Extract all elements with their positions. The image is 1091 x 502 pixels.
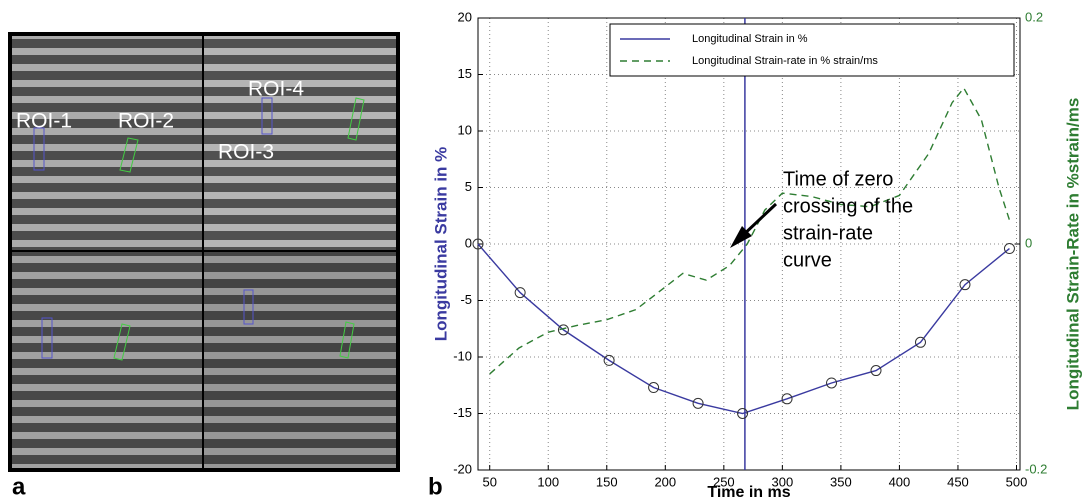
marker: [692, 397, 704, 409]
legend-label: Longitudinal Strain-rate in % strain/ms: [692, 55, 878, 67]
marker: [603, 354, 615, 366]
roi-label: ROI-2: [118, 110, 174, 133]
x-tick-label: 250: [713, 474, 735, 489]
y-tick-label: -5: [460, 292, 472, 307]
y-tick-label: -10: [453, 348, 472, 363]
x-tick-label: 200: [654, 474, 676, 489]
annotation: Time of zero: [783, 168, 893, 190]
series-line: [489, 86, 1012, 375]
y-tick-label: 20: [458, 9, 472, 24]
legend-box: [609, 23, 1015, 77]
marker: [472, 238, 484, 250]
marker: [737, 408, 749, 419]
annotation: strain-rate: [783, 222, 873, 244]
marker: [514, 287, 526, 299]
roi-label: ROI-4: [248, 78, 304, 101]
roi-label: ROI-1: [16, 110, 72, 133]
legend-label: Longitudinal Strain in %: [692, 33, 808, 45]
roi-box: [119, 137, 139, 173]
y-tick-label: 0: [465, 235, 472, 250]
image-quadrant: [12, 252, 202, 468]
marker: [1003, 243, 1015, 255]
image-panel: ROI-1 ROI-2 ROI-3 ROI-4: [8, 32, 400, 472]
y-axis-title: Longitudinal Strain in %: [431, 147, 450, 342]
roi-box: [113, 323, 131, 361]
x-tick-label: 450: [947, 474, 969, 489]
annotation: crossing of the: [783, 195, 913, 217]
x-axis-title: Time in ms: [707, 484, 790, 501]
x-tick-label: 100: [537, 474, 559, 489]
marker: [557, 324, 569, 336]
annotation: curve: [783, 249, 832, 271]
image-quadrant: [204, 252, 396, 468]
chart: 50 100 150 200 250 300 350 400 450 500-20-15-10-5…: [431, 9, 1082, 501]
y2-tick-label: -0.2: [1025, 461, 1047, 476]
x-tick-label: 150: [596, 474, 618, 489]
y-tick-label: 5: [465, 179, 472, 194]
x-tick-label: 500: [1006, 474, 1028, 489]
image-quadrant: [12, 36, 202, 250]
y-tick-label: -15: [453, 405, 472, 420]
plot-area: [478, 18, 1020, 470]
panel-label: b: [428, 473, 443, 500]
roi-box: [347, 97, 365, 141]
y2-tick-label: 0: [1025, 235, 1032, 250]
x-tick-label: 300: [772, 474, 794, 489]
x-tick-label: 50: [482, 474, 496, 489]
y2-axis-title: Longitudinal Strain-Rate in %strain/ms: [1063, 98, 1082, 411]
marker: [870, 365, 882, 377]
marker: [781, 393, 793, 405]
x-tick-label: 350: [830, 474, 852, 489]
marker: [959, 279, 971, 291]
image-quadrant: [204, 36, 396, 250]
marker: [826, 377, 838, 389]
marker: [648, 382, 660, 394]
series-line: [477, 243, 1010, 415]
panel-label: a: [12, 473, 26, 500]
roi-box: [243, 289, 254, 325]
roi-label: ROI-3: [218, 141, 274, 164]
x-tick-label: 400: [889, 474, 911, 489]
arrow-head: [730, 226, 752, 248]
roi-box: [41, 317, 53, 359]
roi-box: [261, 97, 273, 135]
roi-box: [339, 321, 355, 359]
y-tick-label: -20: [453, 461, 472, 476]
y2-tick-label: 0.2: [1025, 9, 1043, 24]
marker: [914, 336, 926, 348]
y-tick-label: 10: [458, 122, 472, 137]
y-tick-label: 15: [458, 66, 472, 81]
roi-box: [33, 127, 45, 171]
